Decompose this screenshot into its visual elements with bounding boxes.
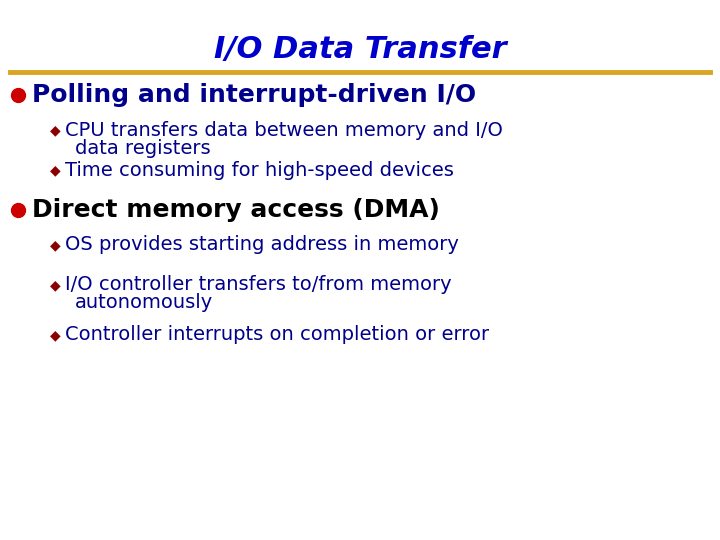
- Text: ◆: ◆: [50, 163, 60, 177]
- Text: data registers: data registers: [75, 138, 211, 158]
- Text: autonomously: autonomously: [75, 294, 213, 313]
- Text: I/O controller transfers to/from memory: I/O controller transfers to/from memory: [65, 275, 451, 294]
- Text: OS provides starting address in memory: OS provides starting address in memory: [65, 235, 459, 254]
- Text: ◆: ◆: [50, 123, 60, 137]
- Text: Polling and interrupt-driven I/O: Polling and interrupt-driven I/O: [32, 83, 476, 107]
- Text: ◆: ◆: [50, 238, 60, 252]
- Text: CPU transfers data between memory and I/O: CPU transfers data between memory and I/…: [65, 120, 503, 139]
- Text: ◆: ◆: [50, 328, 60, 342]
- Text: ◆: ◆: [50, 278, 60, 292]
- Text: Direct memory access (DMA): Direct memory access (DMA): [32, 198, 440, 222]
- Text: Time consuming for high-speed devices: Time consuming for high-speed devices: [65, 160, 454, 179]
- Text: Controller interrupts on completion or error: Controller interrupts on completion or e…: [65, 326, 489, 345]
- Text: I/O Data Transfer: I/O Data Transfer: [214, 35, 506, 64]
